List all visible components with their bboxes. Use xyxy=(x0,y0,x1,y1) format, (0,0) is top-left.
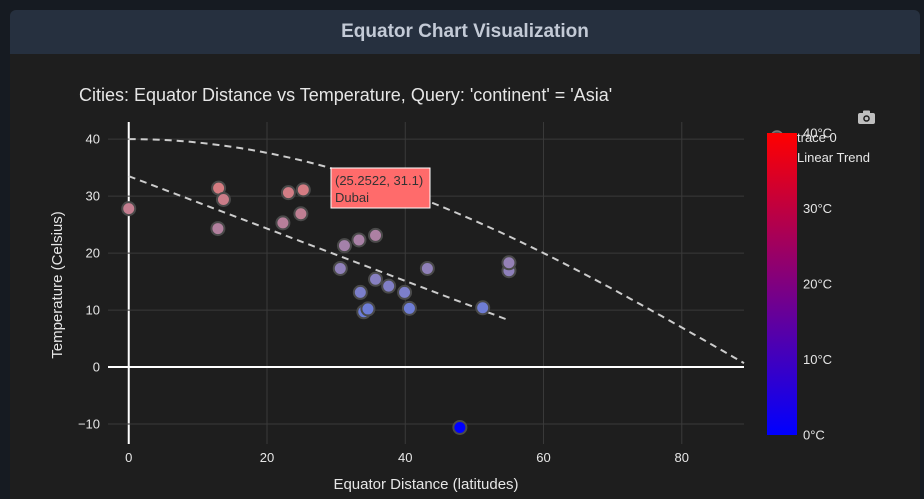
data-point[interactable] xyxy=(121,201,137,217)
data-point[interactable] xyxy=(215,192,231,208)
data-point[interactable] xyxy=(275,215,291,231)
data-point[interactable] xyxy=(280,185,296,201)
trend-layer xyxy=(128,138,745,364)
y-tick-label: −10 xyxy=(78,417,100,432)
chart-title: Cities: Equator Distance vs Temperature,… xyxy=(79,85,612,105)
data-point[interactable] xyxy=(332,260,348,276)
panel-title: Equator Chart Visualization xyxy=(341,21,589,42)
data-point[interactable] xyxy=(397,284,413,300)
data-point[interactable] xyxy=(351,232,367,248)
colorbar-tick-label: 20°C xyxy=(803,277,832,292)
hover-text: (25.2522, 31.1) xyxy=(335,173,423,188)
x-tick-label: 40 xyxy=(398,450,412,465)
data-point[interactable] xyxy=(360,301,376,317)
x-tick-label: 20 xyxy=(260,450,274,465)
data-point[interactable] xyxy=(368,227,384,243)
y-tick-label: 20 xyxy=(86,246,100,261)
hover-box xyxy=(330,167,431,209)
colorbar-gradient xyxy=(767,133,797,435)
data-point[interactable] xyxy=(501,255,517,271)
y-tick-label: 10 xyxy=(86,303,100,318)
data-point[interactable] xyxy=(210,221,226,237)
data-points[interactable] xyxy=(121,180,517,435)
colorbar-tick-label: 0°C xyxy=(803,428,825,443)
data-point[interactable] xyxy=(368,271,384,287)
colorbar-tick-label: 30°C xyxy=(803,201,832,216)
data-point[interactable] xyxy=(295,182,311,198)
y-tick-label: 0 xyxy=(93,360,100,375)
trend-line xyxy=(128,175,508,321)
colorbar-tick-label: 40°C xyxy=(803,126,832,141)
legend-label-trend: Linear Trend xyxy=(797,150,870,165)
panel-header: Equator Chart Visualization xyxy=(10,10,920,54)
x-tick-label: 60 xyxy=(536,450,550,465)
hover-label: Dubai xyxy=(335,190,369,205)
y-axis-label: Temperature (Celsius) xyxy=(49,211,66,359)
envelope-curve xyxy=(128,138,745,364)
colorbar: 0°C 10°C 20°C 30°C 40°C xyxy=(767,126,832,443)
data-point[interactable] xyxy=(475,300,491,316)
x-tick-label: 80 xyxy=(675,450,689,465)
data-point[interactable] xyxy=(336,238,352,254)
data-point[interactable] xyxy=(352,284,368,300)
camera-icon-lens-inner xyxy=(864,116,869,121)
x-axis-label: Equator Distance (latitudes) xyxy=(333,476,518,493)
camera-icon[interactable] xyxy=(858,110,875,125)
tick-labels: 0 20 40 60 80 −10 0 10 20 30 40 xyxy=(78,132,689,465)
data-point[interactable] xyxy=(293,206,309,222)
data-point[interactable] xyxy=(381,278,397,294)
hover-tooltip: (25.2522, 31.1) Dubai xyxy=(330,167,431,209)
data-point[interactable] xyxy=(452,419,468,435)
camera-icon-top xyxy=(863,110,870,115)
y-tick-label: 30 xyxy=(86,189,100,204)
colorbar-tick-label: 10°C xyxy=(803,352,832,367)
data-point[interactable] xyxy=(419,260,435,276)
grid-lines xyxy=(108,122,744,444)
legend-label-trace: trace 0 xyxy=(797,130,837,145)
x-tick-label: 0 xyxy=(125,450,132,465)
y-tick-label: 40 xyxy=(86,132,100,147)
data-point[interactable] xyxy=(401,300,417,316)
